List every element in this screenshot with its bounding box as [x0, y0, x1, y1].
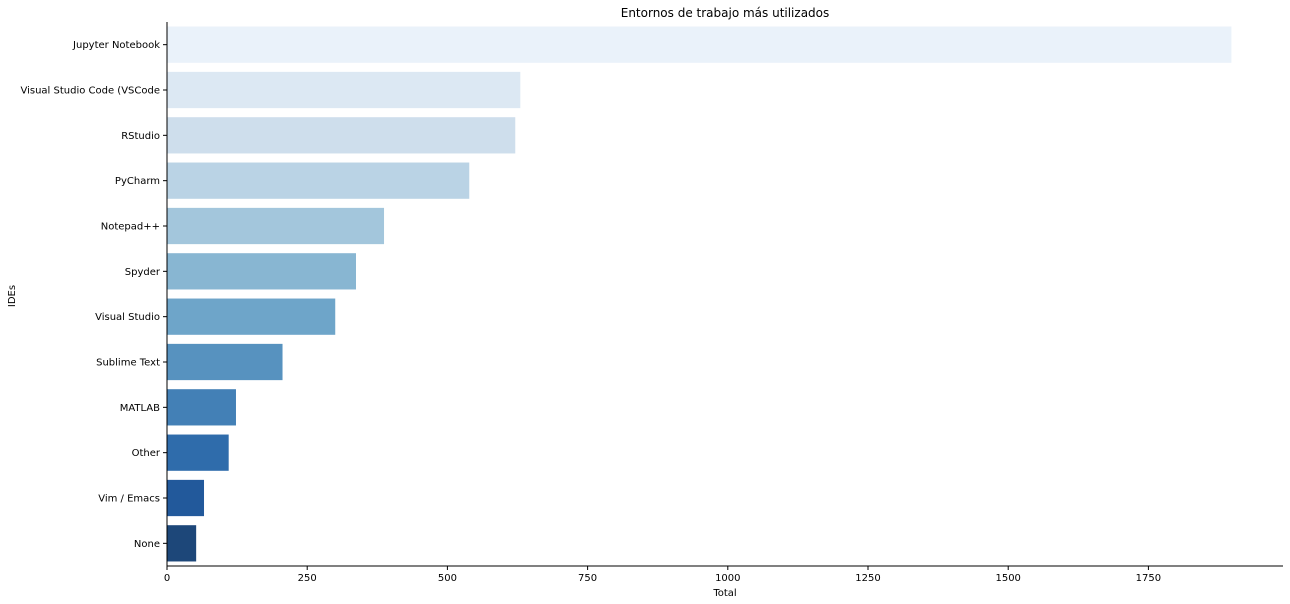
y-tick-label: Visual Studio Code (VSCode [20, 86, 160, 97]
y-tick-label: Visual Studio [95, 312, 160, 323]
chart-title: Entornos de trabajo más utilizados [621, 6, 830, 20]
bar [167, 298, 336, 335]
bar [167, 71, 521, 109]
bar [167, 162, 470, 199]
y-tick-label: Other [132, 448, 161, 459]
bar [167, 343, 283, 381]
y-axis-label: IDEs [7, 285, 18, 307]
x-tick-label: 1250 [855, 573, 880, 584]
y-tick-label: PyCharm [115, 176, 160, 187]
bar [167, 26, 1232, 63]
y-tick-label: Sublime Text [96, 358, 160, 369]
bar [167, 525, 197, 562]
y-tick-label: Notepad++ [101, 222, 160, 233]
x-tick-label: 1750 [1136, 573, 1161, 584]
bars-group [167, 26, 1232, 562]
x-tick-label: 750 [578, 573, 597, 584]
y-tick-labels: Jupyter Notebook Visual Studio Code (VSCo… [20, 40, 167, 550]
x-tick-label: 1500 [995, 573, 1020, 584]
y-tick-label: None [134, 539, 160, 550]
bar [167, 434, 229, 471]
x-tick-label: 500 [438, 573, 457, 584]
y-tick-label: RStudio [121, 131, 160, 142]
bar [167, 389, 236, 426]
bar [167, 253, 356, 290]
x-tick-label: 1000 [715, 573, 740, 584]
x-tick-label: 0 [164, 573, 170, 584]
y-tick-label: MATLAB [120, 403, 160, 414]
bar [167, 117, 516, 154]
x-tick-label: 250 [298, 573, 317, 584]
y-tick-label: Spyder [125, 267, 161, 278]
y-tick-label: Vim / Emacs [98, 494, 160, 505]
bar [167, 479, 205, 517]
bar [167, 207, 385, 245]
x-ticks: 0 250 500 750 1000 1250 1500 1750 [164, 566, 1161, 584]
y-tick-label: Jupyter Notebook [72, 40, 160, 51]
x-axis-label: Total [712, 588, 736, 599]
